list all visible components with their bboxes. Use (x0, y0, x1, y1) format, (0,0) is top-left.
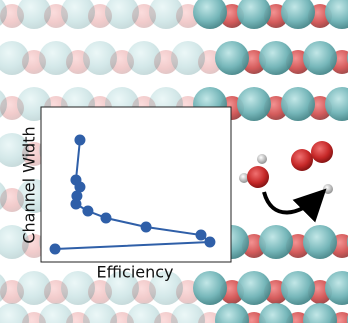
metal-atom (193, 271, 227, 305)
metal-atom (0, 133, 29, 167)
x-axis-label: Efficiency (96, 263, 173, 282)
metal-atom (0, 0, 7, 26)
metal-atom (127, 303, 161, 323)
metal-atom (127, 41, 161, 75)
metal-atom (259, 225, 293, 259)
data-point (71, 190, 83, 202)
metal-atom (0, 225, 29, 259)
metal-atom (17, 271, 51, 305)
metal-atom (0, 274, 7, 302)
hydrogen-atom (323, 184, 333, 194)
data-point (204, 236, 216, 248)
metal-atom (303, 303, 337, 323)
data-point (82, 205, 94, 217)
oxygen-atom (291, 149, 313, 171)
metal-atom (281, 271, 315, 305)
plot (49, 134, 216, 255)
metal-atom (303, 225, 337, 259)
metal-atom (171, 41, 205, 75)
metal-atom (259, 41, 293, 75)
metal-atom (105, 271, 139, 305)
metal-atom (0, 303, 29, 323)
metal-atom (215, 303, 249, 323)
data-point (100, 212, 112, 224)
metal-atom (61, 271, 95, 305)
data-point (74, 134, 86, 146)
metal-atom (83, 303, 117, 323)
data-point (74, 181, 86, 193)
metal-atom (281, 87, 315, 121)
metal-atom (325, 0, 348, 29)
metal-atom (149, 271, 183, 305)
data-point (49, 243, 61, 255)
metal-atom (39, 41, 73, 75)
data-point (140, 221, 152, 233)
metal-atom (237, 0, 271, 29)
metal-atom (237, 87, 271, 121)
metal-atom (325, 87, 348, 121)
oxygen-atom (247, 166, 269, 188)
metal-atom (281, 0, 315, 29)
metal-atom (17, 0, 51, 29)
metal-atom (0, 182, 7, 210)
oxygen-atom (311, 141, 333, 163)
metal-atom (61, 0, 95, 29)
metal-atom (259, 303, 293, 323)
metal-atom (237, 271, 271, 305)
metal-atom (325, 271, 348, 305)
metal-atom (171, 303, 205, 323)
metal-atom (303, 41, 337, 75)
data-point (70, 198, 82, 210)
reaction-arrow (262, 188, 327, 223)
metal-atom (0, 90, 7, 118)
reaction-molecules (239, 141, 333, 223)
data-point (195, 229, 207, 241)
metal-atom (0, 41, 29, 75)
hydrogen-atom (239, 173, 249, 183)
metal-atom (215, 41, 249, 75)
metal-atom (105, 0, 139, 29)
metal-atom (193, 0, 227, 29)
metal-atom (83, 41, 117, 75)
hydrogen-atom (257, 154, 267, 164)
metal-atom (39, 303, 73, 323)
metal-atom (149, 0, 183, 29)
y-axis-label: Channel Width (20, 126, 39, 243)
